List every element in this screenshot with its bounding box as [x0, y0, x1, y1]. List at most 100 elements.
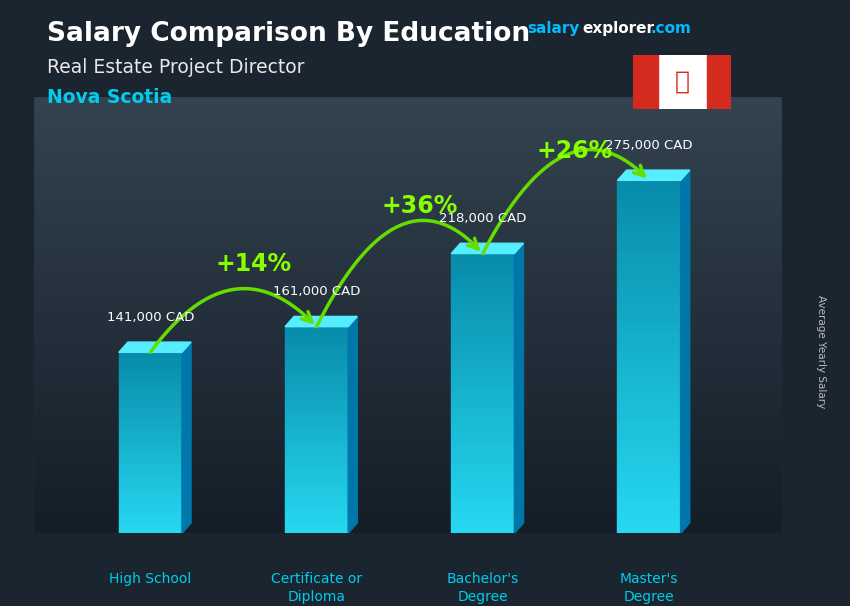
Bar	[451, 351, 514, 358]
Bar	[285, 327, 348, 332]
Bar	[119, 484, 182, 488]
Bar	[119, 411, 182, 416]
Bar	[285, 518, 348, 523]
Text: Master's
Degree: Master's Degree	[620, 572, 678, 604]
Bar	[451, 302, 514, 310]
Bar	[119, 488, 182, 493]
Bar	[285, 419, 348, 425]
Bar	[119, 529, 182, 533]
Bar	[617, 419, 681, 427]
Bar	[285, 388, 348, 394]
Bar	[617, 295, 681, 304]
Bar	[119, 497, 182, 502]
Text: Average Yearly Salary: Average Yearly Salary	[816, 295, 826, 408]
Bar	[119, 515, 182, 520]
Bar	[451, 442, 514, 450]
Bar	[617, 392, 681, 401]
Bar	[617, 410, 681, 419]
Bar	[451, 421, 514, 428]
Bar	[119, 420, 182, 425]
Bar	[285, 523, 348, 528]
Bar	[119, 452, 182, 456]
Bar	[451, 498, 514, 505]
Bar	[617, 471, 681, 481]
Bar	[451, 288, 514, 296]
Bar	[451, 401, 514, 407]
Bar	[285, 384, 348, 388]
Bar	[285, 425, 348, 430]
Bar	[285, 409, 348, 415]
Bar	[119, 384, 182, 388]
Polygon shape	[451, 243, 524, 253]
Bar	[285, 358, 348, 363]
Bar	[617, 216, 681, 224]
Bar	[119, 388, 182, 393]
Bar	[617, 268, 681, 278]
Bar	[451, 358, 514, 365]
Bar	[285, 456, 348, 461]
Bar	[451, 428, 514, 435]
Polygon shape	[285, 316, 357, 327]
Bar	[617, 375, 681, 384]
Bar	[119, 456, 182, 461]
Bar	[119, 474, 182, 479]
Bar	[285, 507, 348, 513]
Text: +36%: +36%	[382, 194, 458, 218]
Bar	[617, 489, 681, 498]
Bar	[119, 443, 182, 447]
Bar	[617, 313, 681, 322]
Bar	[617, 436, 681, 445]
Bar	[119, 402, 182, 407]
Text: 161,000 CAD: 161,000 CAD	[273, 285, 360, 298]
Bar	[285, 332, 348, 337]
Bar	[451, 338, 514, 344]
Bar	[451, 387, 514, 393]
Bar	[119, 461, 182, 465]
Polygon shape	[182, 342, 191, 533]
Text: Certificate or
Diploma: Certificate or Diploma	[271, 572, 362, 604]
Bar	[119, 438, 182, 443]
Bar	[285, 435, 348, 441]
Text: +14%: +14%	[215, 251, 292, 276]
Polygon shape	[348, 316, 357, 533]
Bar	[451, 344, 514, 351]
Text: Salary Comparison By Education: Salary Comparison By Education	[47, 21, 530, 47]
Bar	[451, 464, 514, 470]
Bar	[285, 451, 348, 456]
Bar	[285, 373, 348, 378]
Bar	[617, 384, 681, 392]
Bar	[119, 361, 182, 366]
Bar	[119, 434, 182, 438]
Polygon shape	[617, 170, 689, 181]
Bar	[617, 207, 681, 216]
Bar	[119, 511, 182, 515]
Bar	[119, 429, 182, 434]
Bar	[451, 393, 514, 401]
Bar	[617, 278, 681, 286]
Bar	[285, 502, 348, 507]
Bar	[119, 502, 182, 506]
Bar	[285, 476, 348, 482]
Bar	[451, 282, 514, 288]
Bar	[451, 484, 514, 491]
Bar	[617, 481, 681, 489]
Bar	[451, 324, 514, 330]
Bar	[617, 198, 681, 207]
Text: 275,000 CAD: 275,000 CAD	[605, 139, 693, 152]
Bar	[119, 493, 182, 497]
Bar	[285, 528, 348, 533]
Bar	[451, 373, 514, 379]
Bar	[285, 482, 348, 487]
Bar	[285, 445, 348, 451]
Bar	[617, 516, 681, 524]
Bar	[617, 524, 681, 533]
Bar	[617, 251, 681, 260]
Bar	[119, 524, 182, 529]
Bar	[617, 189, 681, 198]
Bar	[119, 470, 182, 474]
Bar	[617, 498, 681, 507]
Bar	[285, 513, 348, 518]
Polygon shape	[119, 342, 191, 352]
Text: Nova Scotia: Nova Scotia	[47, 88, 172, 107]
Bar	[617, 401, 681, 410]
